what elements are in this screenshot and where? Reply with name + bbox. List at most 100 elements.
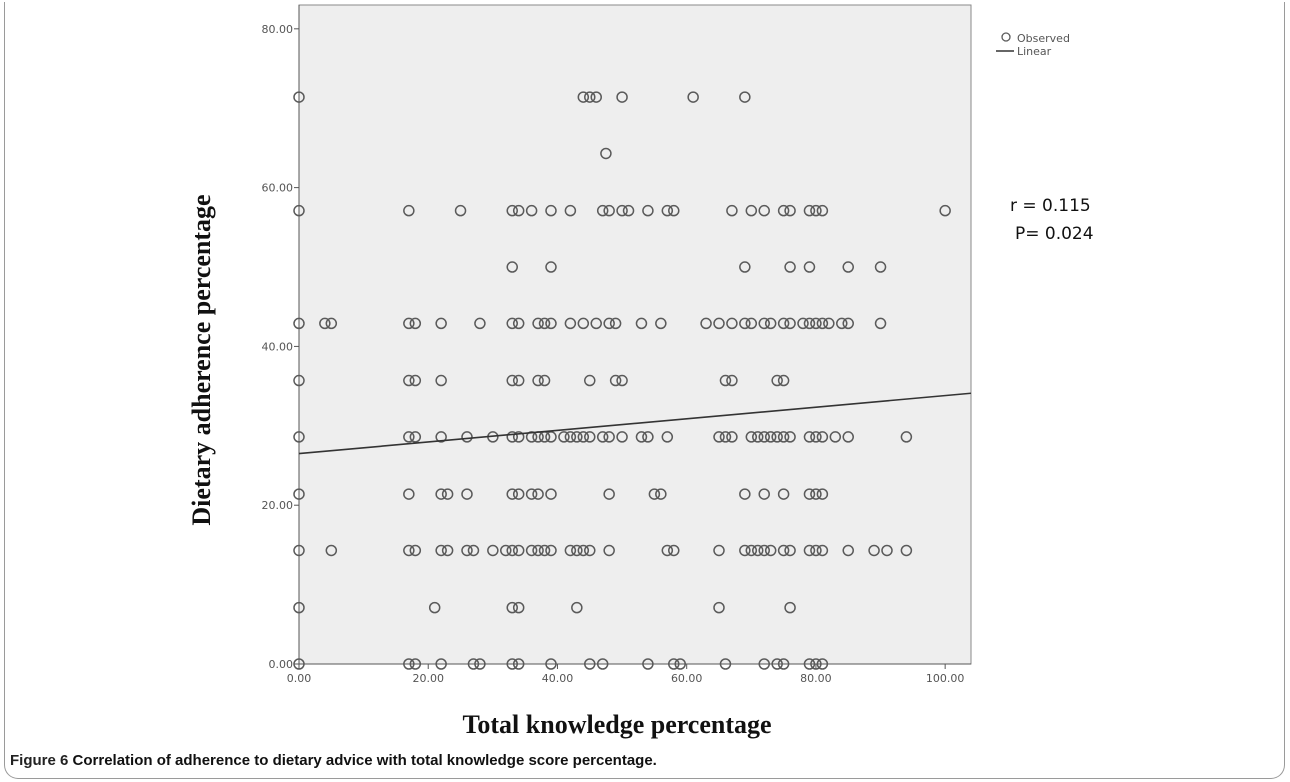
figure-caption-text: Correlation of adherence to dietary advi… <box>72 752 657 769</box>
data-point <box>842 544 854 557</box>
data-point <box>293 91 305 103</box>
data-point <box>836 317 848 330</box>
data-point <box>500 544 512 557</box>
plot-area <box>298 4 972 665</box>
data-point <box>745 317 758 330</box>
data-point <box>428 601 441 614</box>
data-point <box>713 544 725 557</box>
data-point <box>409 544 422 557</box>
data-point <box>409 431 422 443</box>
data-point <box>739 317 751 330</box>
data-point <box>584 374 596 387</box>
data-point <box>319 317 331 330</box>
data-point <box>512 601 525 614</box>
data-point <box>842 261 854 273</box>
data-point <box>325 317 338 330</box>
data-point <box>571 544 583 557</box>
data-point <box>803 317 816 330</box>
data-point <box>816 317 829 330</box>
data-point <box>764 431 777 443</box>
data-point <box>752 544 764 557</box>
data-point <box>545 317 557 330</box>
figure-caption: Figure 6 Correlation of adherence to die… <box>10 752 657 769</box>
data-point <box>661 544 674 557</box>
data-point <box>603 317 615 330</box>
data-point <box>816 544 829 557</box>
x-tick-label: 60.00 <box>671 672 703 685</box>
data-point <box>842 431 854 443</box>
data-point <box>784 317 796 330</box>
data-point <box>842 317 854 330</box>
legend-observed-marker <box>1001 32 1011 42</box>
data-point <box>435 658 447 670</box>
x-axis-title: Total knowledge percentage <box>462 710 771 739</box>
data-point <box>642 204 654 217</box>
data-point <box>525 204 538 217</box>
data-point <box>803 261 816 273</box>
data-point <box>454 204 467 217</box>
x-axis: 0.00 20.00 40.00 60.00 80.00 100.00 <box>287 663 971 685</box>
data-point <box>603 204 615 217</box>
y-tick-label: 80.00 <box>262 23 294 36</box>
data-point <box>648 488 661 500</box>
data-point <box>829 431 842 443</box>
data-point <box>810 488 822 500</box>
data-point <box>506 488 518 500</box>
data-point <box>726 374 738 387</box>
data-point <box>564 544 577 557</box>
data-point <box>784 431 796 443</box>
data-point <box>739 261 751 273</box>
data-point <box>745 544 758 557</box>
data-point <box>777 431 790 443</box>
legend-linear-label: Linear <box>1017 45 1052 58</box>
data-point <box>777 204 790 217</box>
data-point <box>784 544 796 557</box>
data-point <box>293 431 305 443</box>
y-axis: 0.00 20.00 40.00 60.00 80.00 <box>262 5 300 671</box>
data-point <box>558 431 570 443</box>
data-point <box>797 317 809 330</box>
data-point <box>545 204 557 217</box>
data-point <box>532 317 544 330</box>
data-point <box>577 317 590 330</box>
data-point <box>616 374 628 387</box>
data-point <box>512 317 525 330</box>
data-point <box>622 204 635 217</box>
data-point <box>745 204 758 217</box>
data-point <box>635 317 648 330</box>
data-point <box>474 658 486 670</box>
data-point <box>584 91 596 103</box>
data-point <box>512 431 525 443</box>
data-point <box>525 544 538 557</box>
data-point <box>403 374 415 387</box>
x-tick-label: 100.00 <box>926 672 965 685</box>
data-point <box>564 431 577 443</box>
data-point <box>545 488 557 500</box>
data-point <box>758 431 770 443</box>
y-axis-title: Dietary adherence percentage <box>187 194 216 525</box>
data-point <box>642 431 654 443</box>
data-point <box>577 91 590 103</box>
data-point <box>777 488 790 500</box>
data-point <box>616 91 628 103</box>
data-point <box>758 658 770 670</box>
data-point <box>823 317 835 330</box>
data-point <box>506 544 518 557</box>
data-point <box>713 601 725 614</box>
data-point <box>771 431 783 443</box>
data-point <box>293 374 305 387</box>
data-point <box>777 317 790 330</box>
observed-points <box>293 91 951 670</box>
data-point <box>726 204 738 217</box>
data-point <box>816 658 829 670</box>
data-point <box>545 544 557 557</box>
legend: Observed Linear <box>996 32 1070 58</box>
data-point <box>810 317 822 330</box>
y-tick-label: 20.00 <box>262 499 294 512</box>
data-point <box>719 658 732 670</box>
data-point <box>293 488 305 500</box>
data-point <box>487 544 499 557</box>
data-point <box>616 204 628 217</box>
data-point <box>461 431 473 443</box>
y-tick-label: 60.00 <box>262 182 294 195</box>
